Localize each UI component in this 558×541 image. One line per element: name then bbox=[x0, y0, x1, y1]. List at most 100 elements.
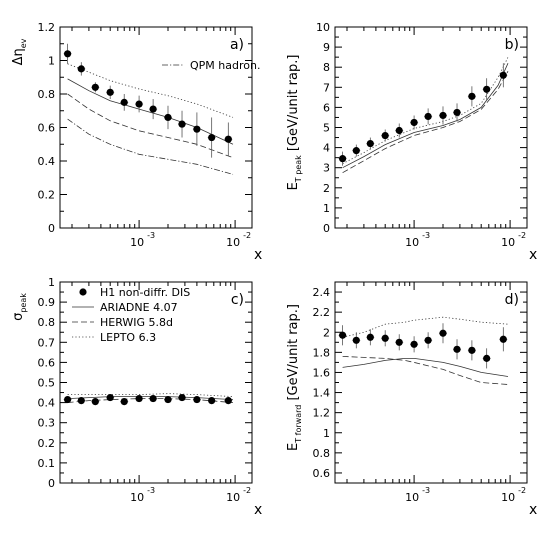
y-axis-label-subscript: peak bbox=[19, 293, 28, 313]
data-point bbox=[339, 331, 347, 339]
x-axis-label: x bbox=[529, 502, 537, 518]
data-point bbox=[424, 112, 432, 121]
legend-label: HERWIG 5.8d bbox=[100, 316, 173, 329]
panel-label: b) bbox=[505, 37, 519, 53]
y-tick-label: 0 bbox=[48, 477, 55, 490]
y-axis-label-main: Δη bbox=[11, 48, 26, 65]
x-tick-exponent: -3 bbox=[147, 486, 155, 495]
curve-dotted bbox=[342, 316, 509, 338]
x-axis-label: x bbox=[254, 502, 262, 518]
data-point bbox=[164, 113, 172, 122]
data-point bbox=[106, 393, 114, 402]
data-point bbox=[499, 71, 507, 79]
plot-frame bbox=[334, 26, 528, 229]
curve-solid bbox=[342, 63, 509, 169]
y-tick-label: 1.8 bbox=[313, 346, 331, 359]
data-point bbox=[483, 354, 491, 362]
data-point bbox=[352, 147, 360, 155]
y-axis-label: ET peak [GeV/unit rap.] bbox=[286, 55, 303, 191]
panel-d: 0.60.811.21.41.61.822.22.410-310-2d)xET … bbox=[286, 281, 537, 518]
legend-label: H1 non-diffr. DIS bbox=[100, 286, 190, 299]
data-point bbox=[77, 396, 85, 405]
x-tick-label: 10 bbox=[501, 491, 515, 504]
data-point bbox=[439, 329, 447, 337]
x-tick-exponent: -2 bbox=[518, 231, 526, 240]
y-tick-label: 2.2 bbox=[313, 306, 331, 319]
y-tick-label: 1.2 bbox=[313, 407, 331, 420]
y-tick-label: 7 bbox=[323, 81, 330, 94]
data-point bbox=[410, 340, 418, 348]
data-point bbox=[395, 126, 403, 135]
data-point bbox=[120, 98, 128, 106]
y-tick-label: 0.3 bbox=[38, 417, 56, 430]
x-tick-label: 10 bbox=[405, 491, 419, 504]
data-point bbox=[499, 335, 507, 343]
x-tick-label: 10 bbox=[405, 236, 419, 249]
curve-dashed bbox=[67, 93, 234, 159]
x-tick-exponent: -2 bbox=[243, 486, 251, 495]
y-axis-label-subscript: T forward bbox=[294, 405, 303, 444]
y-tick-label: 4 bbox=[323, 142, 330, 155]
y-tick-label: 0.6 bbox=[38, 356, 56, 369]
x-axis-label: x bbox=[254, 247, 262, 263]
curve-dashed bbox=[342, 356, 509, 385]
y-tick-label: 0.5 bbox=[38, 377, 56, 390]
data-point bbox=[77, 65, 85, 73]
y-tick-label: 0.9 bbox=[38, 296, 56, 309]
x-tick-exponent: -3 bbox=[422, 486, 430, 495]
data-point bbox=[208, 133, 216, 142]
data-point bbox=[193, 395, 201, 404]
data-point bbox=[453, 108, 461, 117]
y-tick-label: 1.4 bbox=[313, 387, 331, 400]
data-point bbox=[149, 105, 157, 113]
data-point bbox=[483, 85, 491, 93]
y-axis-label: σpeak bbox=[11, 293, 28, 321]
data-point bbox=[453, 345, 461, 353]
y-tick-label: 0.2 bbox=[38, 189, 56, 202]
data-point bbox=[178, 120, 186, 128]
y-axis-label-unit: [GeV/unit rap.] bbox=[286, 55, 301, 156]
y-tick-label: 0.8 bbox=[38, 88, 56, 101]
y-tick-label: 1 bbox=[48, 276, 55, 289]
data-point bbox=[149, 394, 157, 403]
data-point bbox=[410, 118, 418, 127]
y-tick-label: 0 bbox=[323, 222, 330, 235]
y-tick-label: 3 bbox=[323, 162, 330, 175]
y-tick-label: 0.2 bbox=[38, 437, 56, 450]
y-tick-label: 0 bbox=[48, 222, 55, 235]
x-tick-exponent: -3 bbox=[422, 231, 430, 240]
y-axis-label-main: E bbox=[286, 443, 301, 451]
y-tick-label: 2.4 bbox=[313, 286, 331, 299]
data-point bbox=[135, 100, 143, 108]
panel-c: 00.10.20.30.40.50.60.70.80.9110-310-2c)x… bbox=[11, 276, 262, 518]
data-point bbox=[366, 139, 374, 148]
y-tick-label: 5 bbox=[323, 122, 330, 135]
panel-label: a) bbox=[230, 37, 244, 53]
data-point bbox=[339, 155, 347, 163]
plot-frame bbox=[334, 281, 528, 484]
x-tick-label: 10 bbox=[130, 491, 144, 504]
curve-dotted bbox=[342, 57, 509, 165]
data-point bbox=[424, 336, 432, 344]
data-point bbox=[439, 111, 447, 120]
y-tick-label: 9 bbox=[323, 41, 330, 54]
curve-dotted bbox=[67, 63, 234, 118]
y-tick-label: 0.8 bbox=[313, 447, 331, 460]
y-tick-label: 0.7 bbox=[38, 336, 56, 349]
data-point bbox=[224, 135, 232, 143]
y-tick-label: 0.6 bbox=[313, 467, 331, 480]
data-point bbox=[193, 125, 201, 133]
data-point bbox=[64, 395, 72, 404]
x-tick-exponent: -2 bbox=[243, 231, 251, 240]
curve-dashed bbox=[342, 71, 509, 174]
x-tick-exponent: -2 bbox=[518, 486, 526, 495]
y-tick-label: 0.4 bbox=[38, 397, 56, 410]
data-point bbox=[468, 92, 476, 100]
y-tick-label: 1.6 bbox=[313, 366, 331, 379]
data-point bbox=[352, 336, 360, 344]
legend-label: LEPTO 6.3 bbox=[100, 331, 156, 344]
data-point bbox=[381, 334, 389, 342]
data-point bbox=[366, 333, 374, 341]
